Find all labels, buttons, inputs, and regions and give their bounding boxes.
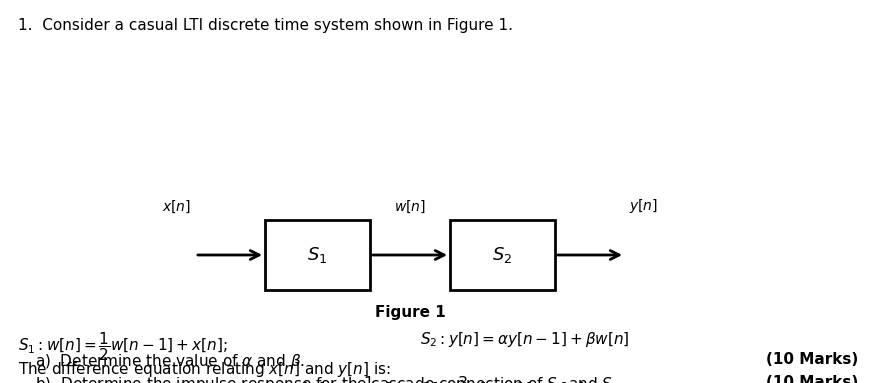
Text: $S_1$: $S_1$ (307, 245, 327, 265)
Text: $y[n] = -\dfrac{1}{8}y[n-2] + \dfrac{3}{4}y[n-1] + x[n]$: $y[n] = -\dfrac{1}{8}y[n-2] + \dfrac{3}{… (291, 374, 584, 383)
Text: $S_1 : w[n] = \dfrac{1}{2}w[n-1] + x[n];$: $S_1 : w[n] = \dfrac{1}{2}w[n-1] + x[n];… (18, 330, 228, 363)
Text: $w[n]$: $w[n]$ (394, 199, 426, 215)
Text: $S_2$: $S_2$ (493, 245, 513, 265)
Text: 1.  Consider a casual LTI discrete time system shown in Figure 1.: 1. Consider a casual LTI discrete time s… (18, 18, 513, 33)
Text: b)  Determine the impulse response for the cascade connection of $S_1$ and $S_2$: b) Determine the impulse response for th… (35, 375, 624, 383)
Text: $y[n]$: $y[n]$ (629, 197, 659, 215)
Text: The difference equation relating $x[n]$ and $y[n]$ is:: The difference equation relating $x[n]$ … (18, 360, 391, 379)
Bar (265, 220, 370, 290)
Text: (10 Marks): (10 Marks) (766, 375, 858, 383)
Text: $x[n]$: $x[n]$ (162, 199, 191, 215)
Text: Figure 1: Figure 1 (374, 305, 445, 320)
Bar (450, 220, 555, 290)
Text: a)  Determine the value of $\alpha$ and $\beta$.: a) Determine the value of $\alpha$ and $… (35, 352, 305, 371)
Text: $S_2 : y[n] = \alpha y[n-1] + \beta w[n]$: $S_2 : y[n] = \alpha y[n-1] + \beta w[n]… (420, 330, 630, 349)
Text: (10 Marks): (10 Marks) (766, 352, 858, 367)
